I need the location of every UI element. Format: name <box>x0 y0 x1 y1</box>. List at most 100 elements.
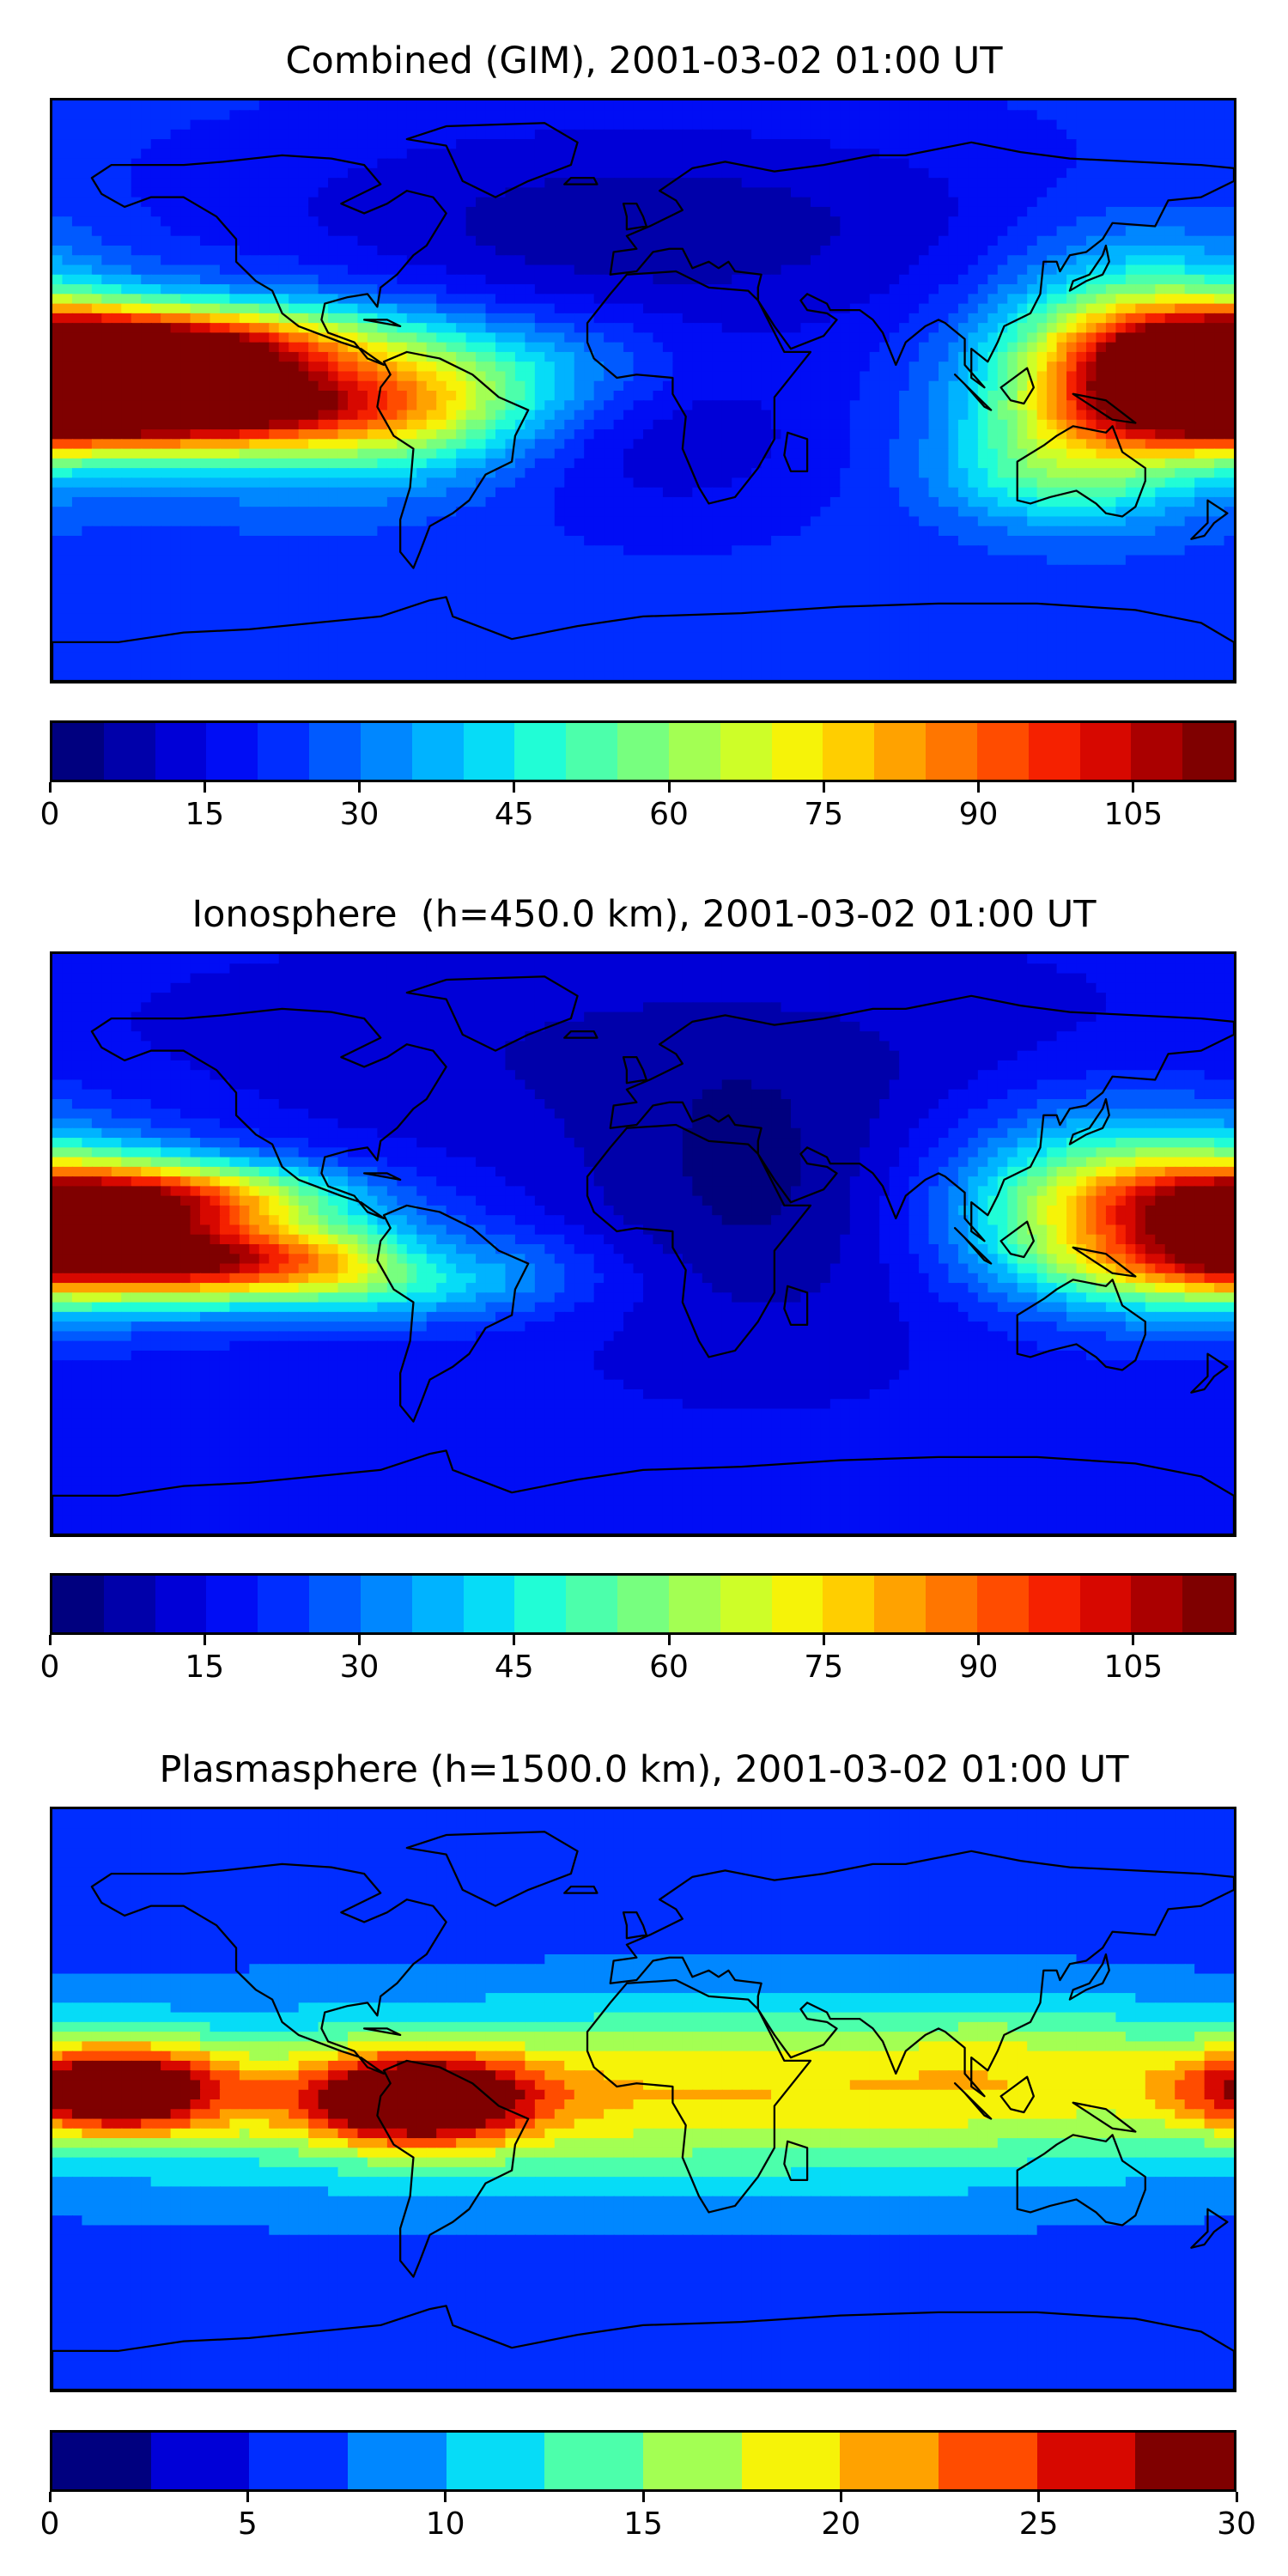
coastline <box>52 975 1234 1534</box>
colorbar-segment <box>249 2433 349 2489</box>
map-title: Combined (GIM), 2001-03-02 01:00 UT <box>0 39 1288 82</box>
colorbar-segment <box>771 723 823 780</box>
colorbar-tick-mark <box>977 1635 981 1645</box>
colorbar-tick-mark <box>641 2492 645 2502</box>
colorbar-segment <box>720 723 772 780</box>
tec-contour-plot <box>52 954 1234 1534</box>
colorbar-tick-mark <box>1132 1635 1135 1645</box>
colorbar-tick-mark <box>977 782 981 793</box>
map-title: Plasmasphere (h=1500.0 km), 2001-03-02 0… <box>0 1748 1288 1791</box>
colorbar-segment <box>874 1576 927 1632</box>
colorbar-tick-label: 45 <box>495 1650 534 1685</box>
global-tec-map <box>50 98 1236 683</box>
colorbar-segment <box>155 1576 207 1632</box>
colorbar-ticks: 0 15 30 45 60 75 90 105 <box>40 782 1236 834</box>
colorbar-tick-mark <box>513 1635 516 1645</box>
colorbar-segment <box>926 1576 977 1632</box>
colorbar-tick-label: 30 <box>1217 2507 1256 2542</box>
colorbar-tick-label: 0 <box>40 2507 60 2542</box>
colorbar-segment <box>1135 2433 1235 2489</box>
colorbar-segment <box>823 723 875 780</box>
colorbar <box>50 720 1236 782</box>
coastline <box>52 1831 1234 2390</box>
colorbar <box>50 2430 1236 2492</box>
colorbar-tick-mark <box>48 1635 52 1645</box>
colorbar-segment <box>668 723 720 780</box>
global-tec-map <box>50 951 1236 1537</box>
colorbar-segment <box>206 1576 258 1632</box>
map-title: Ionosphere (h=450.0 km), 2001-03-02 01:0… <box>0 893 1288 936</box>
colorbar-segment <box>309 1576 361 1632</box>
colorbar-tick-mark <box>667 782 671 793</box>
colorbar-tick-label: 45 <box>495 798 534 832</box>
colorbar-segment <box>1036 2433 1136 2489</box>
colorbar-segment <box>463 723 515 780</box>
colorbar-segment <box>668 1576 720 1632</box>
colorbar-tick-label: 15 <box>185 798 224 832</box>
colorbar-tick-label: 30 <box>340 1650 380 1685</box>
colorbar-tick-mark <box>358 782 361 793</box>
colorbar-segment <box>771 1576 823 1632</box>
colorbar-tick-label: 25 <box>1019 2507 1059 2542</box>
colorbar-tick-label: 60 <box>649 798 689 832</box>
colorbar-segment <box>720 1576 772 1632</box>
colorbar-segment <box>926 723 977 780</box>
colorbar-segment <box>446 2433 545 2489</box>
global-tec-map <box>50 1807 1236 2392</box>
colorbar-segment <box>939 2433 1037 2489</box>
colorbar-segment <box>103 723 155 780</box>
colorbar-tick-label: 5 <box>238 2507 258 2542</box>
colorbar-tick-label: 75 <box>804 798 843 832</box>
colorbar-segment <box>1182 723 1235 780</box>
colorbar-segment <box>617 723 669 780</box>
colorbar-segment <box>823 1576 875 1632</box>
colorbar-segment <box>874 723 927 780</box>
colorbar-segment <box>1028 1576 1080 1632</box>
colorbar-tick-label: 105 <box>1103 798 1163 832</box>
colorbar-segment <box>411 723 464 780</box>
colorbar-segment <box>1131 723 1183 780</box>
colorbar-ticks: 0 5 10 15 20 25 30 <box>40 2492 1256 2543</box>
colorbar-tick-mark <box>48 2492 52 2502</box>
colorbar-segment <box>360 723 412 780</box>
colorbar-segment <box>1131 1576 1183 1632</box>
colorbar-segment <box>155 723 207 780</box>
colorbar-segment <box>566 723 618 780</box>
colorbar-segment <box>258 723 310 780</box>
colorbar-segment <box>741 2433 841 2489</box>
colorbar-segment <box>1182 1576 1235 1632</box>
colorbar-segment <box>206 723 258 780</box>
colorbar-segment <box>52 1576 104 1632</box>
colorbar-segment <box>1028 723 1080 780</box>
colorbar <box>50 1573 1236 1635</box>
tec-contour-plot <box>52 1809 1234 2390</box>
colorbar-tick-mark <box>1132 782 1135 793</box>
colorbar-segment <box>150 2433 250 2489</box>
tec-contour-plot <box>52 100 1234 681</box>
colorbar-tick-label: 105 <box>1103 1650 1163 1685</box>
colorbar-segment <box>643 2433 742 2489</box>
coastline <box>52 122 1234 681</box>
colorbar-tick-mark <box>358 1635 361 1645</box>
colorbar-tick-mark <box>1037 2492 1041 2502</box>
colorbar-segment <box>514 723 567 780</box>
colorbar-tick-mark <box>513 782 516 793</box>
colorbar-ticks: 0 15 30 45 60 75 90 105 <box>40 1635 1236 1686</box>
colorbar-tick-label: 10 <box>426 2507 465 2542</box>
colorbar-tick-mark <box>246 2492 249 2502</box>
colorbar-segment <box>411 1576 464 1632</box>
colorbar-tick-mark <box>48 782 52 793</box>
colorbar-tick-label: 0 <box>40 1650 60 1685</box>
colorbar-tick-label: 20 <box>821 2507 860 2542</box>
colorbar-segment <box>976 723 1029 780</box>
colorbar-segment <box>514 1576 567 1632</box>
colorbar-tick-mark <box>822 782 825 793</box>
colorbar-tick-mark <box>839 2492 842 2502</box>
colorbar-tick-label: 15 <box>185 1650 224 1685</box>
colorbar-tick-label: 30 <box>340 798 380 832</box>
colorbar-tick-mark <box>203 1635 206 1645</box>
colorbar-segment <box>617 1576 669 1632</box>
colorbar-segment <box>544 2433 644 2489</box>
colorbar-tick-label: 60 <box>649 1650 689 1685</box>
colorbar-tick-label: 0 <box>40 798 60 832</box>
